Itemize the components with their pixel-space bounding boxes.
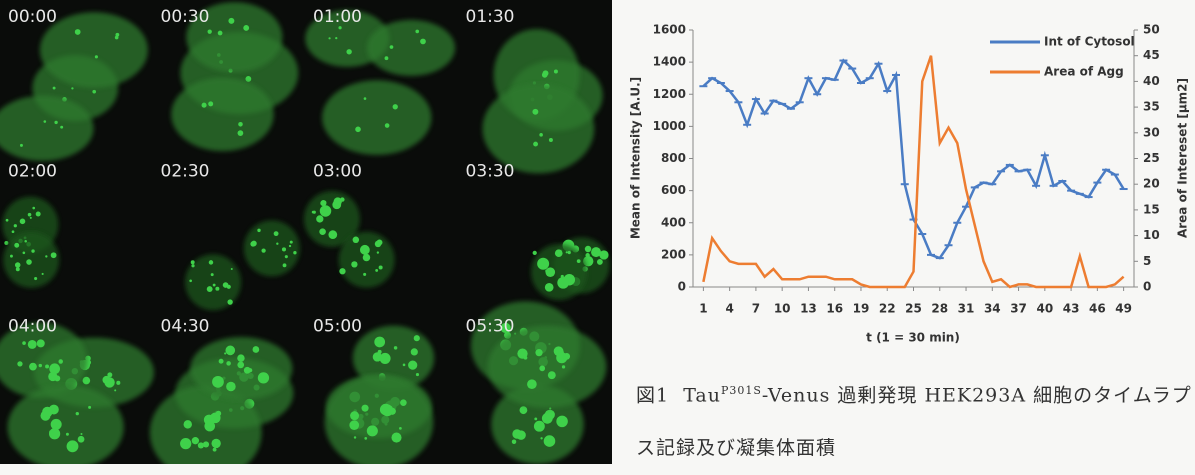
y2-tick-label: 50 [1143,23,1160,37]
x-tick-label: 4 [725,302,733,316]
x-tick-label: 31 [958,302,975,316]
y-tick-label: 200 [661,247,686,261]
y-tick-label: 600 [661,183,686,197]
y-tick-label: 0 [678,280,686,294]
y2-tick-label: 10 [1143,228,1160,242]
series-line [703,56,1123,287]
y-tick-label: 1000 [653,119,686,133]
x-tick-label: 49 [1115,302,1132,316]
x-tick-label: 25 [905,302,922,316]
x-tick-label: 34 [984,302,1001,316]
y-tick-label: 800 [661,151,686,165]
y2-tick-label: 45 [1143,48,1160,62]
x-tick-label: 28 [931,302,948,316]
y2-tick-label: 20 [1143,177,1160,191]
y2-tick-label: 5 [1143,254,1151,268]
series-line [703,61,1123,259]
x-tick-label: 13 [800,302,817,316]
x-tick-label: 7 [752,302,760,316]
x-tick-label: 40 [1036,302,1053,316]
y2-tick-label: 30 [1143,125,1160,139]
x-tick-label: 46 [1089,302,1106,316]
y-tick-label: 400 [661,215,686,229]
legend-label: Int of Cytosol [1044,35,1135,49]
y2-tick-label: 35 [1143,100,1160,114]
x-tick-label: 10 [774,302,791,316]
x-tick-label: 16 [826,302,843,316]
x-axis-title: t (1 = 30 min) [866,331,960,345]
x-tick-label: 1 [699,302,707,316]
y2-tick-label: 40 [1143,74,1160,88]
legend-label: Area of Agg [1044,65,1124,79]
y-tick-label: 1200 [653,87,686,101]
y2-tick-label: 0 [1143,280,1151,294]
x-tick-label: 19 [853,302,870,316]
x-tick-label: 37 [1010,302,1027,316]
caption-superscript: P301S [721,384,762,397]
y2-axis-title: Area of Intereset [μm2] [1176,78,1190,238]
y-axis-title: Mean of Intensity [A.U.] [629,77,643,239]
y2-tick-label: 15 [1143,202,1160,216]
x-tick-label: 22 [879,302,896,316]
y-tick-label: 1600 [653,23,686,37]
x-tick-label: 43 [1063,302,1080,316]
caption-text: Tau [683,384,721,406]
y2-tick-label: 25 [1143,151,1160,165]
y-tick-label: 1400 [653,55,686,69]
caption: 図1 TauP301S-Venus 過剰発現 HEK293A 細胞のタイムラプス… [636,364,1195,475]
figure-label: 図1 [636,384,669,406]
